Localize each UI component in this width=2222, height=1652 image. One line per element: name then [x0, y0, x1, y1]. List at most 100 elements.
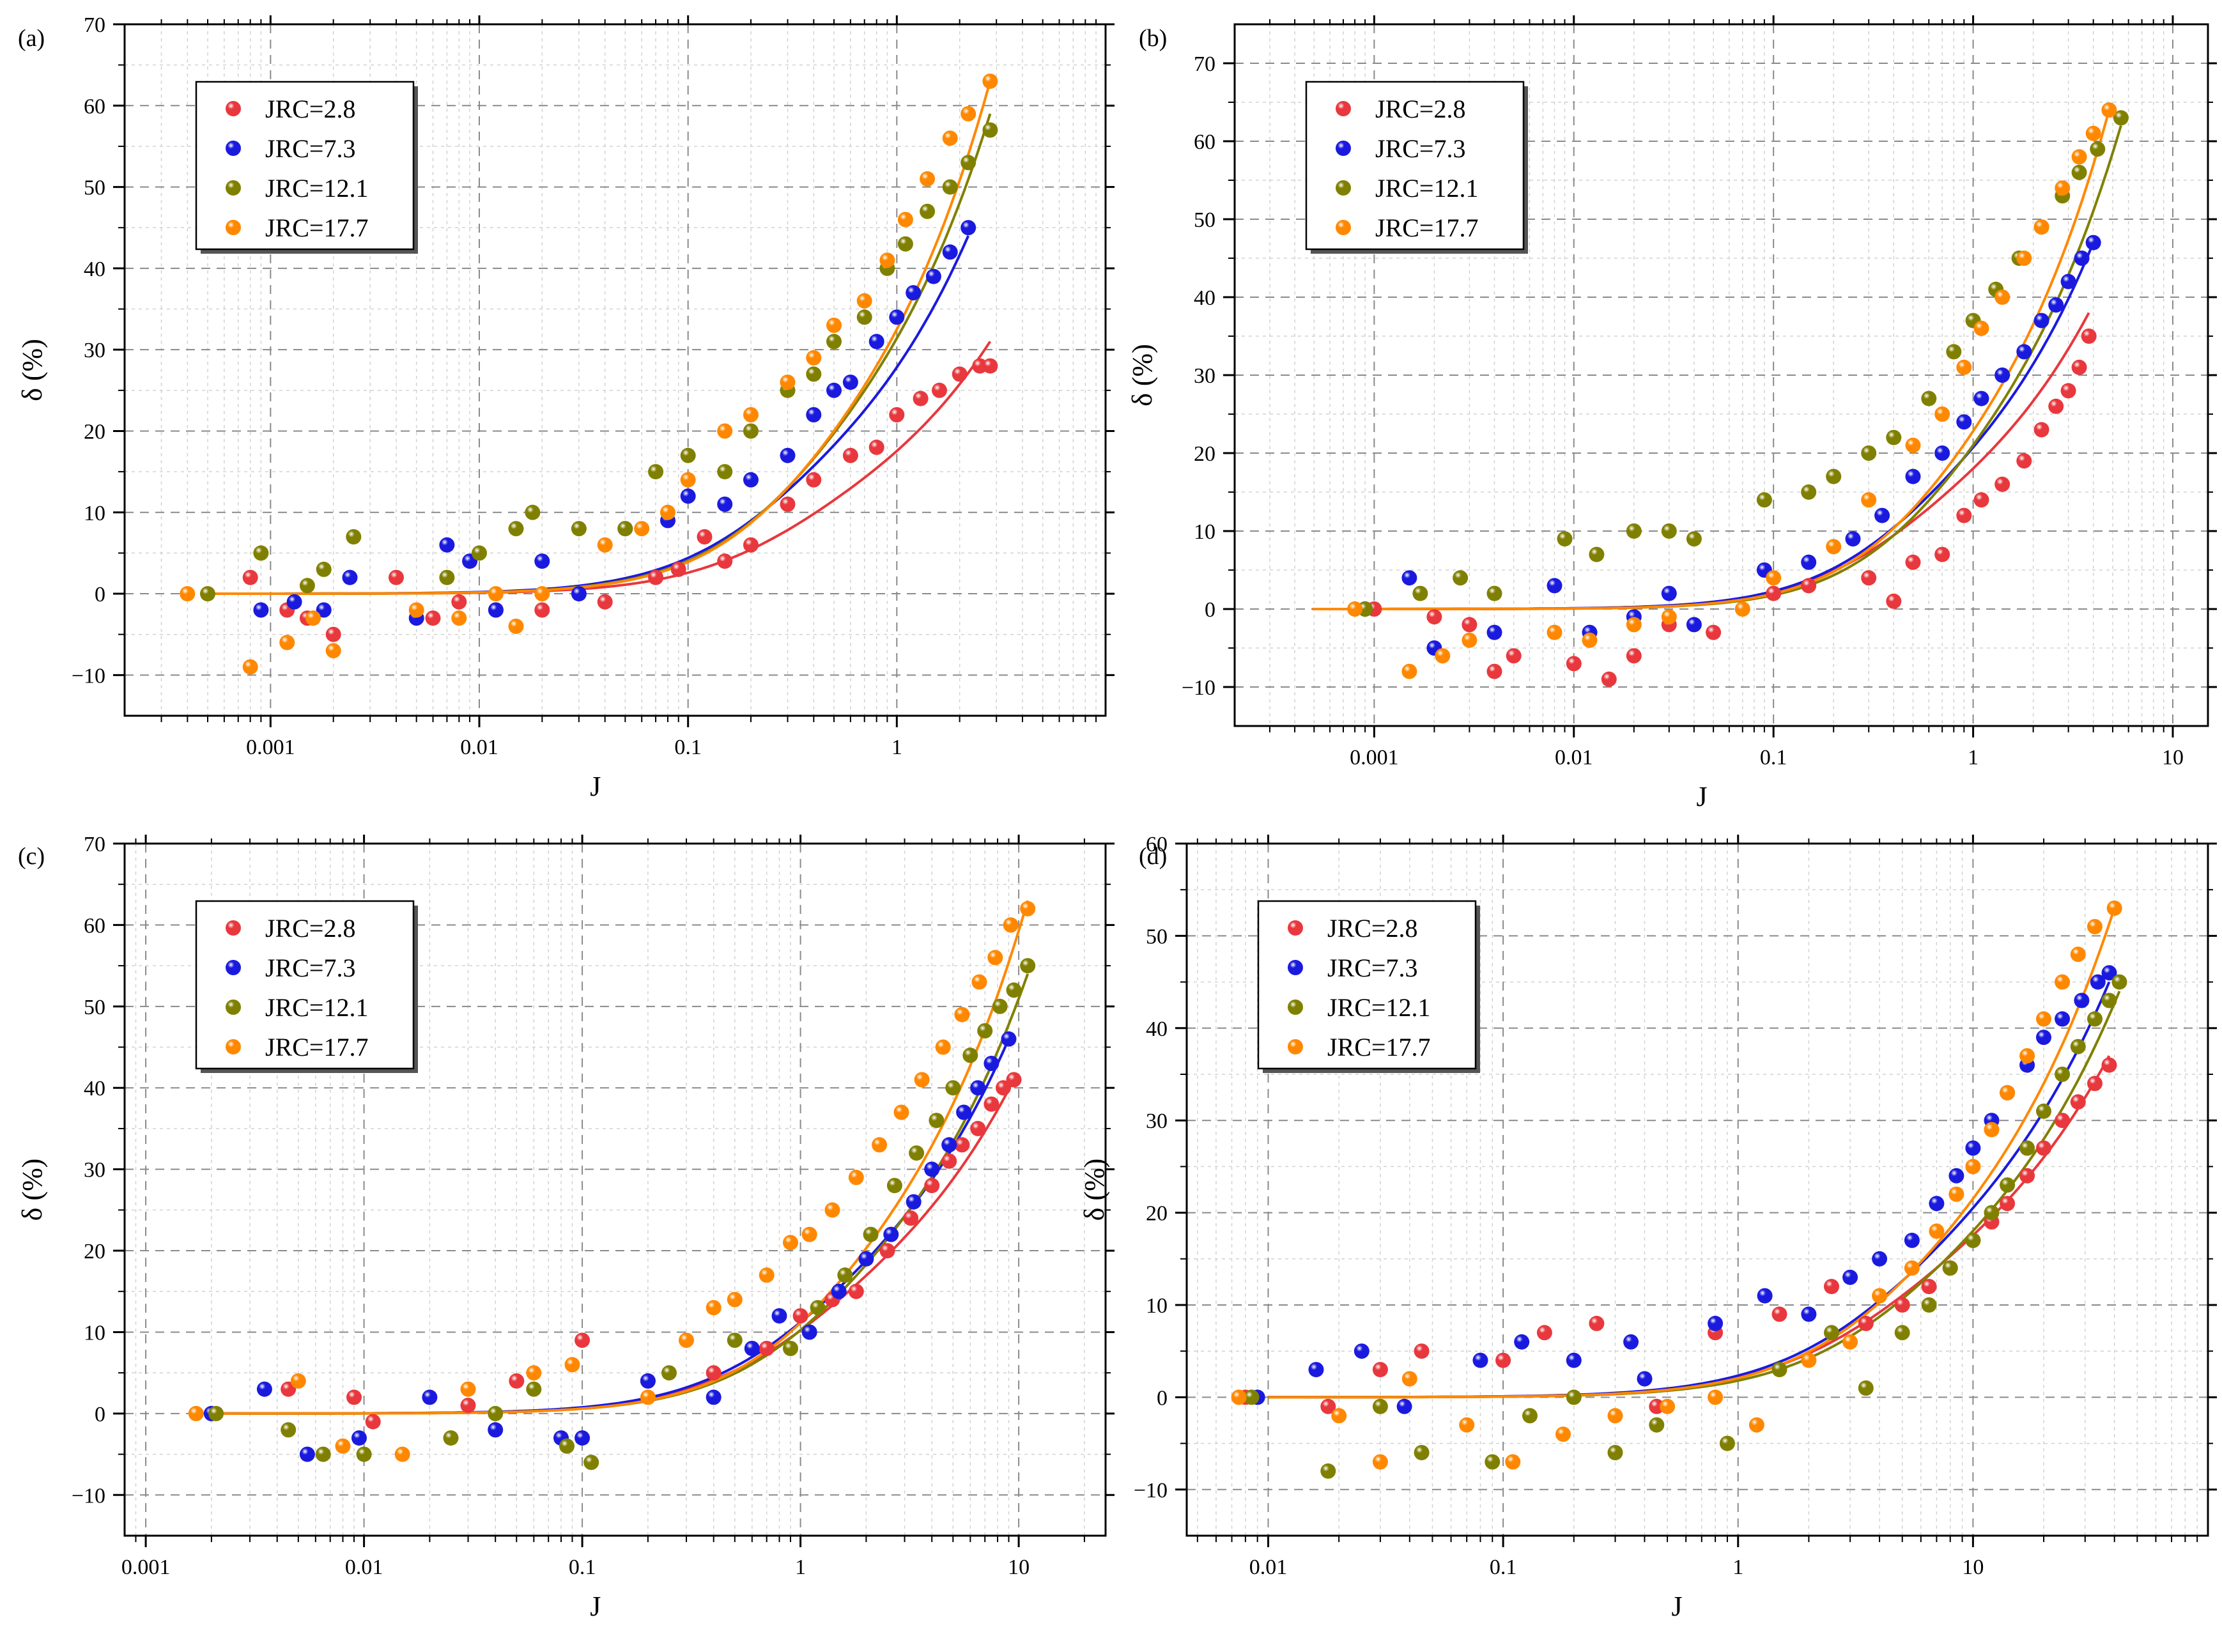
data-point [1934, 406, 1950, 422]
data-point [1462, 617, 1477, 633]
data-point [1984, 1122, 2000, 1138]
data-point [1905, 468, 1921, 484]
data-point [863, 1226, 879, 1242]
data-point [508, 521, 524, 537]
legend-marker [226, 180, 241, 196]
data-point [1973, 320, 1989, 336]
data-point [1006, 982, 1022, 998]
data-point [810, 1300, 826, 1316]
y-tick-label: 10 [84, 502, 105, 525]
data-point [1020, 958, 1036, 974]
data-point [717, 464, 733, 480]
y-tick-label: 40 [1146, 1017, 1168, 1041]
legend-entry-label: JRC=17.7 [265, 1033, 368, 1061]
grid [125, 24, 1106, 716]
data-point [743, 537, 759, 553]
y-axis-label: δ (%) [1127, 344, 1158, 406]
data-point [727, 1332, 743, 1348]
data-point [717, 553, 733, 569]
data-point [640, 1373, 656, 1389]
data-point [534, 553, 550, 569]
data-point [2071, 164, 2087, 180]
data-point [488, 1405, 504, 1421]
data-point [2016, 453, 2032, 469]
data-point [743, 407, 759, 422]
legend-marker [1336, 220, 1351, 235]
data-point [526, 1381, 542, 1397]
data-point [1555, 1426, 1571, 1442]
data-point [942, 130, 958, 146]
data-point [842, 374, 858, 390]
legend-marker [1288, 960, 1303, 975]
data-point [571, 521, 587, 537]
fit-curve-jrc-17-7 [203, 900, 1030, 1415]
data-point [971, 974, 987, 990]
data-point [188, 1405, 204, 1421]
y-tick-label: −10 [72, 664, 105, 688]
data-point [2106, 900, 2122, 916]
data-point [1708, 1389, 1724, 1405]
data-point [2019, 1168, 2035, 1184]
data-point [242, 569, 258, 585]
data-point [1459, 1417, 1475, 1433]
y-tick-label: 50 [1194, 208, 1215, 232]
data-point [2000, 1196, 2016, 1212]
data-point [903, 1210, 919, 1226]
data-point [783, 1235, 798, 1251]
data-point [717, 423, 733, 439]
data-point [1686, 617, 1702, 633]
data-point [2000, 1085, 2016, 1100]
data-point [1934, 546, 1950, 562]
plot-frame [123, 842, 1107, 1537]
data-point [826, 382, 842, 398]
data-point [1842, 1334, 1858, 1350]
data-point [2060, 383, 2076, 399]
data-point [2019, 1140, 2035, 1156]
data-point [987, 950, 1003, 966]
legend-marker [1336, 180, 1351, 196]
x-tick-label: 1 [1968, 746, 1979, 769]
data-point [848, 1170, 864, 1185]
data-point [1956, 359, 1972, 375]
x-tick-label: 0.001 [246, 736, 295, 759]
data-point [1956, 507, 1972, 523]
data-point [1505, 1454, 1521, 1470]
data-point [792, 1308, 808, 1324]
data-point [439, 569, 455, 585]
data-point [1826, 468, 1842, 484]
plot-data [188, 900, 1036, 1471]
data-point [1506, 648, 1522, 664]
data-point [914, 1072, 930, 1088]
data-point [1601, 671, 1617, 687]
data-point [1001, 1031, 1017, 1047]
data-point [1308, 1362, 1324, 1378]
data-point [680, 472, 696, 488]
plot-data [180, 73, 998, 675]
x-axis-label: J [590, 1591, 601, 1622]
data-point [920, 203, 936, 219]
data-point [575, 1332, 590, 1348]
data-point [886, 1178, 902, 1194]
data-point [425, 610, 441, 626]
legend-marker [1288, 1039, 1303, 1054]
data-point [1894, 1297, 1910, 1313]
data-point [597, 594, 613, 610]
data-point [356, 1446, 372, 1462]
data-point [346, 1389, 362, 1405]
data-point [1372, 1362, 1388, 1378]
y-tick-label: 40 [1194, 286, 1215, 310]
data-point [342, 569, 358, 585]
data-point [893, 1104, 909, 1120]
data-point [1921, 1297, 1937, 1313]
data-point [422, 1389, 438, 1405]
series-jrc-12-1 [208, 958, 1036, 1471]
data-point [670, 561, 686, 577]
data-point [597, 537, 613, 553]
chart-panel-1: 0.001 0.01 0.1 1 −10 0 10 20 30 40 50 60 70 Jδ (%) (a)… [17, 13, 1115, 802]
data-point [1414, 1445, 1430, 1460]
y-tick-label: 20 [84, 420, 105, 444]
data-point [1756, 492, 1772, 508]
data-point [868, 439, 884, 455]
y-tick-label: 20 [1146, 1202, 1168, 1226]
data-point [315, 1446, 331, 1462]
